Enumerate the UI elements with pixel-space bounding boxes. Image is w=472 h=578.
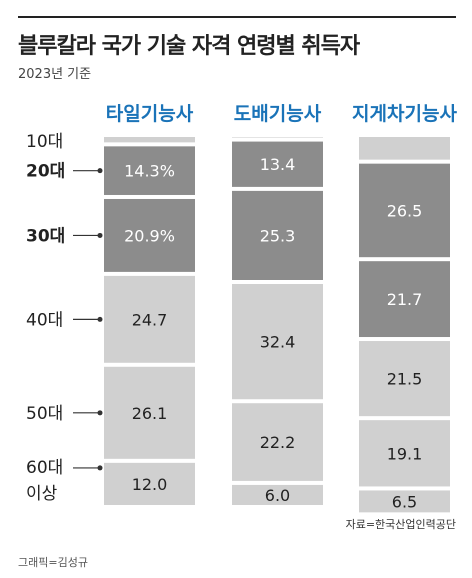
- bar-segment: [359, 490, 450, 513]
- data-label: 25.3: [260, 226, 296, 245]
- bar-segment: [359, 137, 450, 160]
- bar-segment: [232, 137, 323, 138]
- legend-label: 이상: [26, 484, 58, 504]
- bar-segment: [232, 141, 323, 187]
- category-label: 지게차기능사: [352, 103, 457, 125]
- leader-dot: [97, 410, 103, 416]
- category-label: 도배기능사: [234, 103, 322, 125]
- leader-dot: [97, 168, 103, 174]
- leader-dot: [97, 316, 103, 322]
- chart-title: 블루칼라 국가 기술 자격 연령별 취득자: [18, 34, 360, 59]
- legend-label: 20대: [26, 162, 65, 182]
- data-label: 6.0: [265, 486, 290, 505]
- data-label: 26.1: [132, 404, 168, 423]
- bar-segment: [104, 146, 195, 195]
- chart-subtitle: 2023년 기준: [18, 67, 92, 82]
- source-note: 자료=한국산업인력공단: [345, 518, 456, 531]
- bar-segment: [359, 341, 450, 417]
- data-label: 13.4: [260, 155, 296, 174]
- data-label: 22.2: [260, 433, 296, 452]
- leader-dot: [97, 232, 103, 238]
- legend-label: 10대: [26, 132, 63, 152]
- graphic-credit: 그래픽=김성규: [18, 556, 88, 569]
- bar-segment: [232, 484, 323, 505]
- legend-label: 60대: [26, 458, 63, 478]
- legend-label: 50대: [26, 404, 63, 424]
- data-label: 12.0: [132, 475, 168, 494]
- data-label: 21.5: [387, 370, 423, 389]
- leader-dot: [97, 465, 103, 471]
- data-label: 6.5: [392, 492, 417, 511]
- bar-segment: [104, 462, 195, 505]
- data-label: 21.7: [387, 290, 423, 309]
- data-label: 14.3%: [124, 162, 175, 181]
- bar-segment: [359, 420, 450, 487]
- data-label: 24.7: [132, 310, 168, 329]
- bar-segment: [359, 163, 450, 258]
- bar-segment: [104, 137, 195, 143]
- bar-segment: [232, 190, 323, 280]
- bar-segment: [232, 283, 323, 400]
- data-label: 20.9%: [124, 226, 175, 245]
- bar-segment: [359, 261, 450, 338]
- data-label: 32.4: [260, 333, 296, 352]
- legend-label: 40대: [26, 310, 63, 330]
- data-label: 26.5: [387, 201, 423, 220]
- category-label: 타일기능사: [106, 103, 194, 125]
- title-rule: [18, 16, 456, 18]
- legend-label: 30대: [26, 226, 65, 246]
- bar-segment: [104, 275, 195, 363]
- data-label: 19.1: [387, 444, 423, 463]
- bar-segment: [104, 198, 195, 272]
- bar-segment: [232, 403, 323, 481]
- bar-segment: [104, 366, 195, 459]
